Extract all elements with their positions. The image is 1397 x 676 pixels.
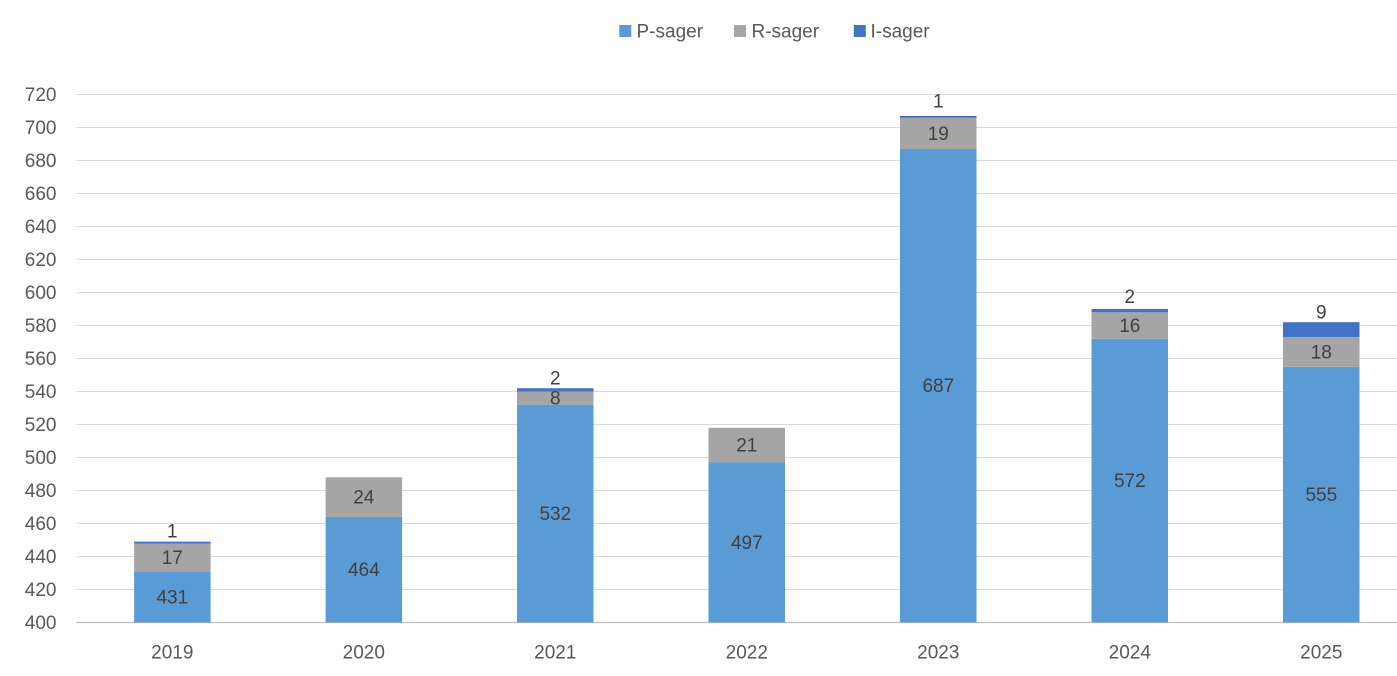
svg-text:I-sager: I-sager xyxy=(871,22,931,43)
svg-text:687: 687 xyxy=(922,376,954,397)
svg-text:2: 2 xyxy=(1125,287,1136,308)
svg-text:2019: 2019 xyxy=(151,643,193,664)
svg-text:520: 520 xyxy=(25,415,57,436)
svg-text:560: 560 xyxy=(25,349,57,370)
svg-text:464: 464 xyxy=(348,560,380,581)
svg-text:1: 1 xyxy=(933,92,944,113)
svg-text:2022: 2022 xyxy=(726,643,768,664)
svg-text:580: 580 xyxy=(25,316,57,337)
svg-text:2020: 2020 xyxy=(343,643,385,664)
svg-text:2021: 2021 xyxy=(534,643,576,664)
svg-text:640: 640 xyxy=(25,217,57,238)
svg-text:440: 440 xyxy=(25,547,57,568)
svg-text:420: 420 xyxy=(25,580,57,601)
svg-text:497: 497 xyxy=(731,533,763,554)
svg-text:2023: 2023 xyxy=(917,643,959,664)
svg-text:460: 460 xyxy=(25,514,57,535)
svg-text:555: 555 xyxy=(1305,485,1337,506)
svg-text:500: 500 xyxy=(25,448,57,469)
svg-text:8: 8 xyxy=(550,389,561,410)
svg-text:720: 720 xyxy=(25,85,57,106)
svg-text:24: 24 xyxy=(353,488,375,509)
svg-text:2: 2 xyxy=(550,369,561,390)
svg-text:18: 18 xyxy=(1311,342,1332,363)
svg-text:680: 680 xyxy=(25,151,57,172)
svg-text:2024: 2024 xyxy=(1109,643,1152,664)
svg-text:400: 400 xyxy=(25,613,57,634)
svg-text:700: 700 xyxy=(25,118,57,139)
svg-text:620: 620 xyxy=(25,250,57,271)
svg-text:21: 21 xyxy=(736,436,757,457)
svg-text:17: 17 xyxy=(162,548,183,569)
svg-text:P-sager: P-sager xyxy=(637,22,704,43)
svg-text:2025: 2025 xyxy=(1300,643,1342,664)
svg-text:19: 19 xyxy=(928,124,949,145)
svg-text:540: 540 xyxy=(25,382,57,403)
svg-text:480: 480 xyxy=(25,481,57,502)
svg-text:16: 16 xyxy=(1119,316,1140,337)
svg-text:9: 9 xyxy=(1316,302,1327,323)
svg-text:1: 1 xyxy=(167,521,178,542)
svg-text:572: 572 xyxy=(1114,471,1146,492)
svg-text:532: 532 xyxy=(539,504,571,525)
svg-text:600: 600 xyxy=(25,283,57,304)
svg-text:R-sager: R-sager xyxy=(752,22,820,43)
svg-text:660: 660 xyxy=(25,184,57,205)
svg-text:431: 431 xyxy=(156,587,188,608)
